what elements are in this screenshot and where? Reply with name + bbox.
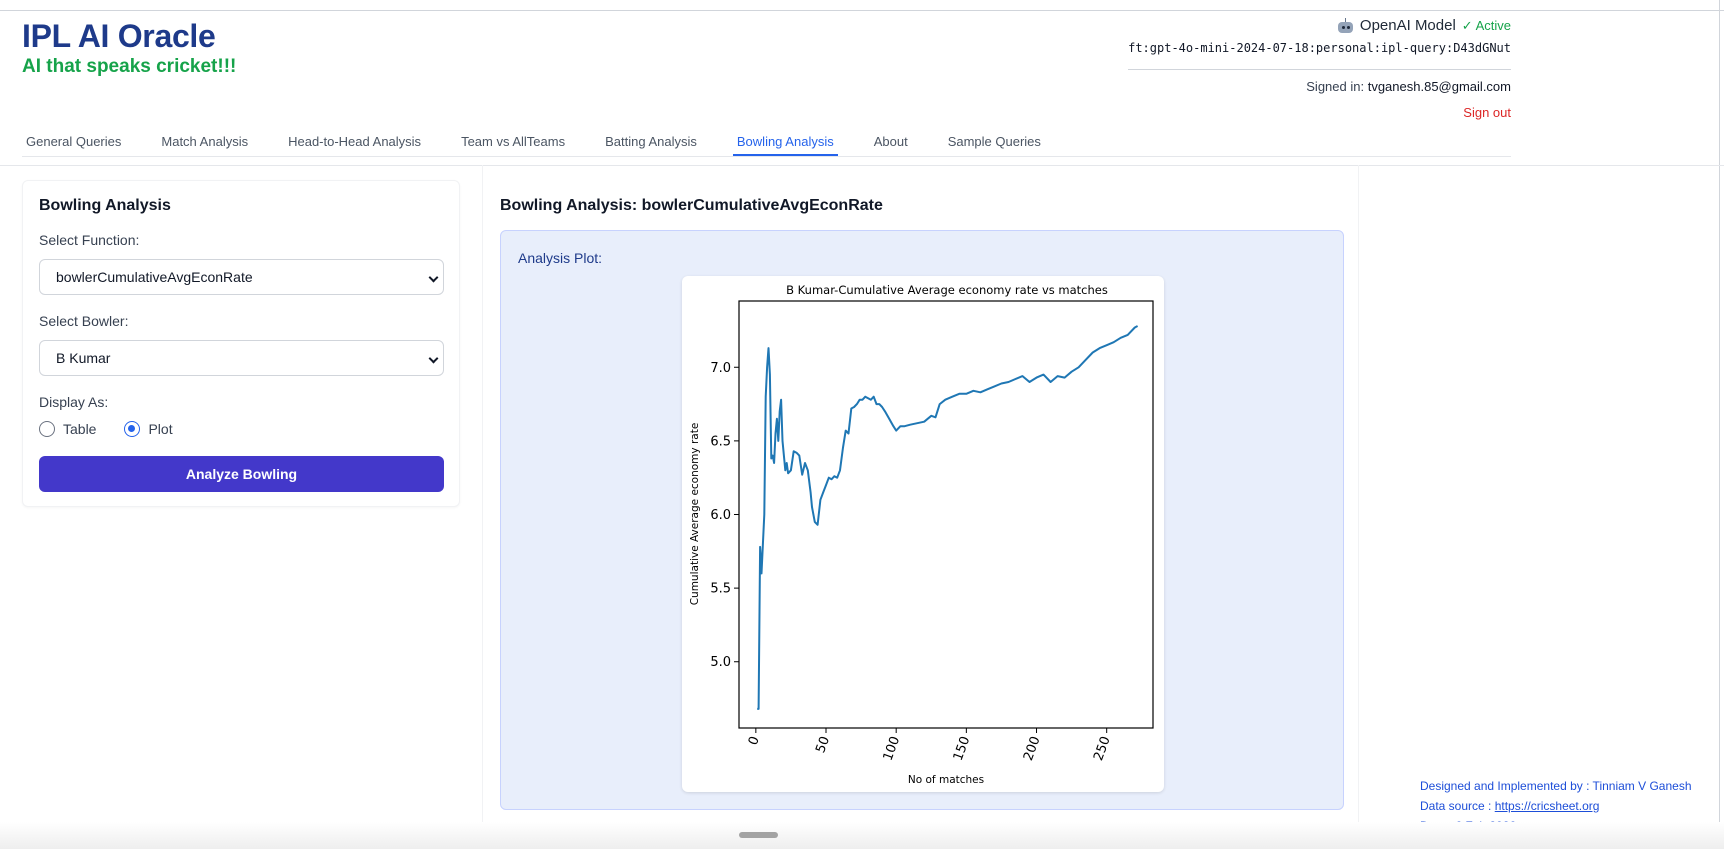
sign-out-link[interactable]: Sign out — [1463, 105, 1511, 120]
model-info: OpenAI Model ✓ Active ft:gpt-4o-mini-202… — [1091, 17, 1511, 55]
designed-by: Designed and Implemented by : Tinniam V … — [1420, 779, 1692, 793]
main-panel — [482, 165, 1359, 849]
tab-bar: General Queries Match Analysis Head-to-H… — [22, 134, 1077, 156]
data-source: Data source : https://cricsheet.org — [1420, 796, 1692, 816]
signed-in-label: Signed in: — [1306, 79, 1365, 94]
tab-team-vs-allteams[interactable]: Team vs AllTeams — [461, 134, 566, 149]
analysis-plot-card: Analysis Plot: B Kumar-Cumulative Averag… — [500, 230, 1344, 810]
top-border — [0, 10, 1724, 11]
y-tick-label: 5.0 — [710, 655, 731, 670]
function-select[interactable]: bowlerCumulativeAvgEconRate — [39, 259, 444, 295]
x-axis-label: No of matches — [908, 774, 984, 786]
y-axis-label: Cumulative Average economy rate — [689, 423, 701, 606]
header-divider — [0, 165, 1724, 166]
y-tick-label: 6.5 — [710, 434, 731, 449]
bowler-select[interactable]: B Kumar — [39, 340, 444, 376]
x-tick-label: 0 — [746, 734, 763, 747]
bottom-strip — [0, 822, 1724, 849]
radio-plot[interactable] — [124, 421, 141, 437]
model-label: OpenAI Model — [1359, 17, 1456, 34]
analysis-title: Bowling Analysis: bowlerCumulativeAvgEco… — [500, 197, 883, 214]
model-divider — [1128, 69, 1511, 70]
signed-in-email: tvganesh.85@gmail.com — [1367, 79, 1511, 94]
x-tick-label: 250 — [1091, 734, 1114, 762]
model-status-line: OpenAI Model ✓ Active — [1091, 17, 1511, 34]
radio-plot-label[interactable]: Plot — [148, 421, 173, 437]
tab-match-analysis[interactable]: Match Analysis — [161, 134, 249, 149]
plot-frame — [738, 300, 1154, 729]
data-source-label: Data source : — [1420, 799, 1492, 813]
app-title: IPL AI Oracle — [22, 18, 216, 54]
plot-image: B Kumar-Cumulative Average economy rate … — [682, 276, 1164, 792]
y-tick-label: 5.5 — [710, 582, 731, 597]
window-edge — [1719, 0, 1720, 849]
app-tagline: AI that speaks cricket!!! — [22, 56, 237, 77]
tab-head-to-head-analysis[interactable]: Head-to-Head Analysis — [288, 134, 422, 149]
horizontal-scroll-handle[interactable] — [739, 832, 778, 838]
status-badge: ✓ Active — [1461, 17, 1511, 33]
radio-table[interactable] — [39, 421, 55, 437]
economy-rate-chart: B Kumar-Cumulative Average economy rate … — [689, 283, 1154, 786]
bowling-form-card: Bowling Analysis Select Function: bowler… — [22, 180, 460, 507]
display-label: Display As: — [39, 394, 109, 410]
x-tick-label: 150 — [951, 734, 974, 762]
x-tick-label: 50 — [813, 734, 833, 755]
analyze-bowling-button[interactable]: Analyze Bowling — [39, 456, 444, 492]
bowler-label: Select Bowler: — [39, 313, 129, 329]
form-title: Bowling Analysis — [39, 197, 171, 214]
function-select-value: bowlerCumulativeAvgEconRate — [56, 269, 253, 285]
tab-sample-queries[interactable]: Sample Queries — [947, 134, 1041, 149]
tab-batting-analysis[interactable]: Batting Analysis — [605, 134, 697, 149]
plot-label: Analysis Plot: — [518, 250, 603, 266]
series-line — [757, 325, 1139, 710]
radio-table-label[interactable]: Table — [63, 421, 97, 437]
x-tick-label: 100 — [881, 734, 904, 762]
tabs-divider — [22, 156, 1511, 157]
display-options: Table Plot — [39, 421, 173, 437]
signed-in-info: Signed in: tvganesh.85@gmail.com — [1306, 79, 1511, 94]
chart-title: B Kumar-Cumulative Average economy rate … — [786, 283, 1108, 297]
y-tick-label: 7.0 — [710, 361, 731, 376]
tab-about[interactable]: About — [873, 134, 908, 149]
function-label: Select Function: — [39, 232, 140, 248]
model-id: ft:gpt-4o-mini-2024-07-18:personal:ipl-q… — [1128, 41, 1511, 55]
bowler-select-value: B Kumar — [56, 350, 111, 366]
chevron-down-icon — [428, 272, 439, 283]
x-tick-label: 200 — [1021, 734, 1044, 762]
chevron-down-icon — [428, 353, 439, 364]
tab-general-queries[interactable]: General Queries — [26, 134, 122, 149]
y-tick-label: 6.0 — [710, 508, 731, 523]
tab-bowling-analysis[interactable]: Bowling Analysis — [732, 134, 838, 156]
data-source-link[interactable]: https://cricsheet.org — [1494, 799, 1600, 813]
robot-icon — [1337, 17, 1354, 34]
